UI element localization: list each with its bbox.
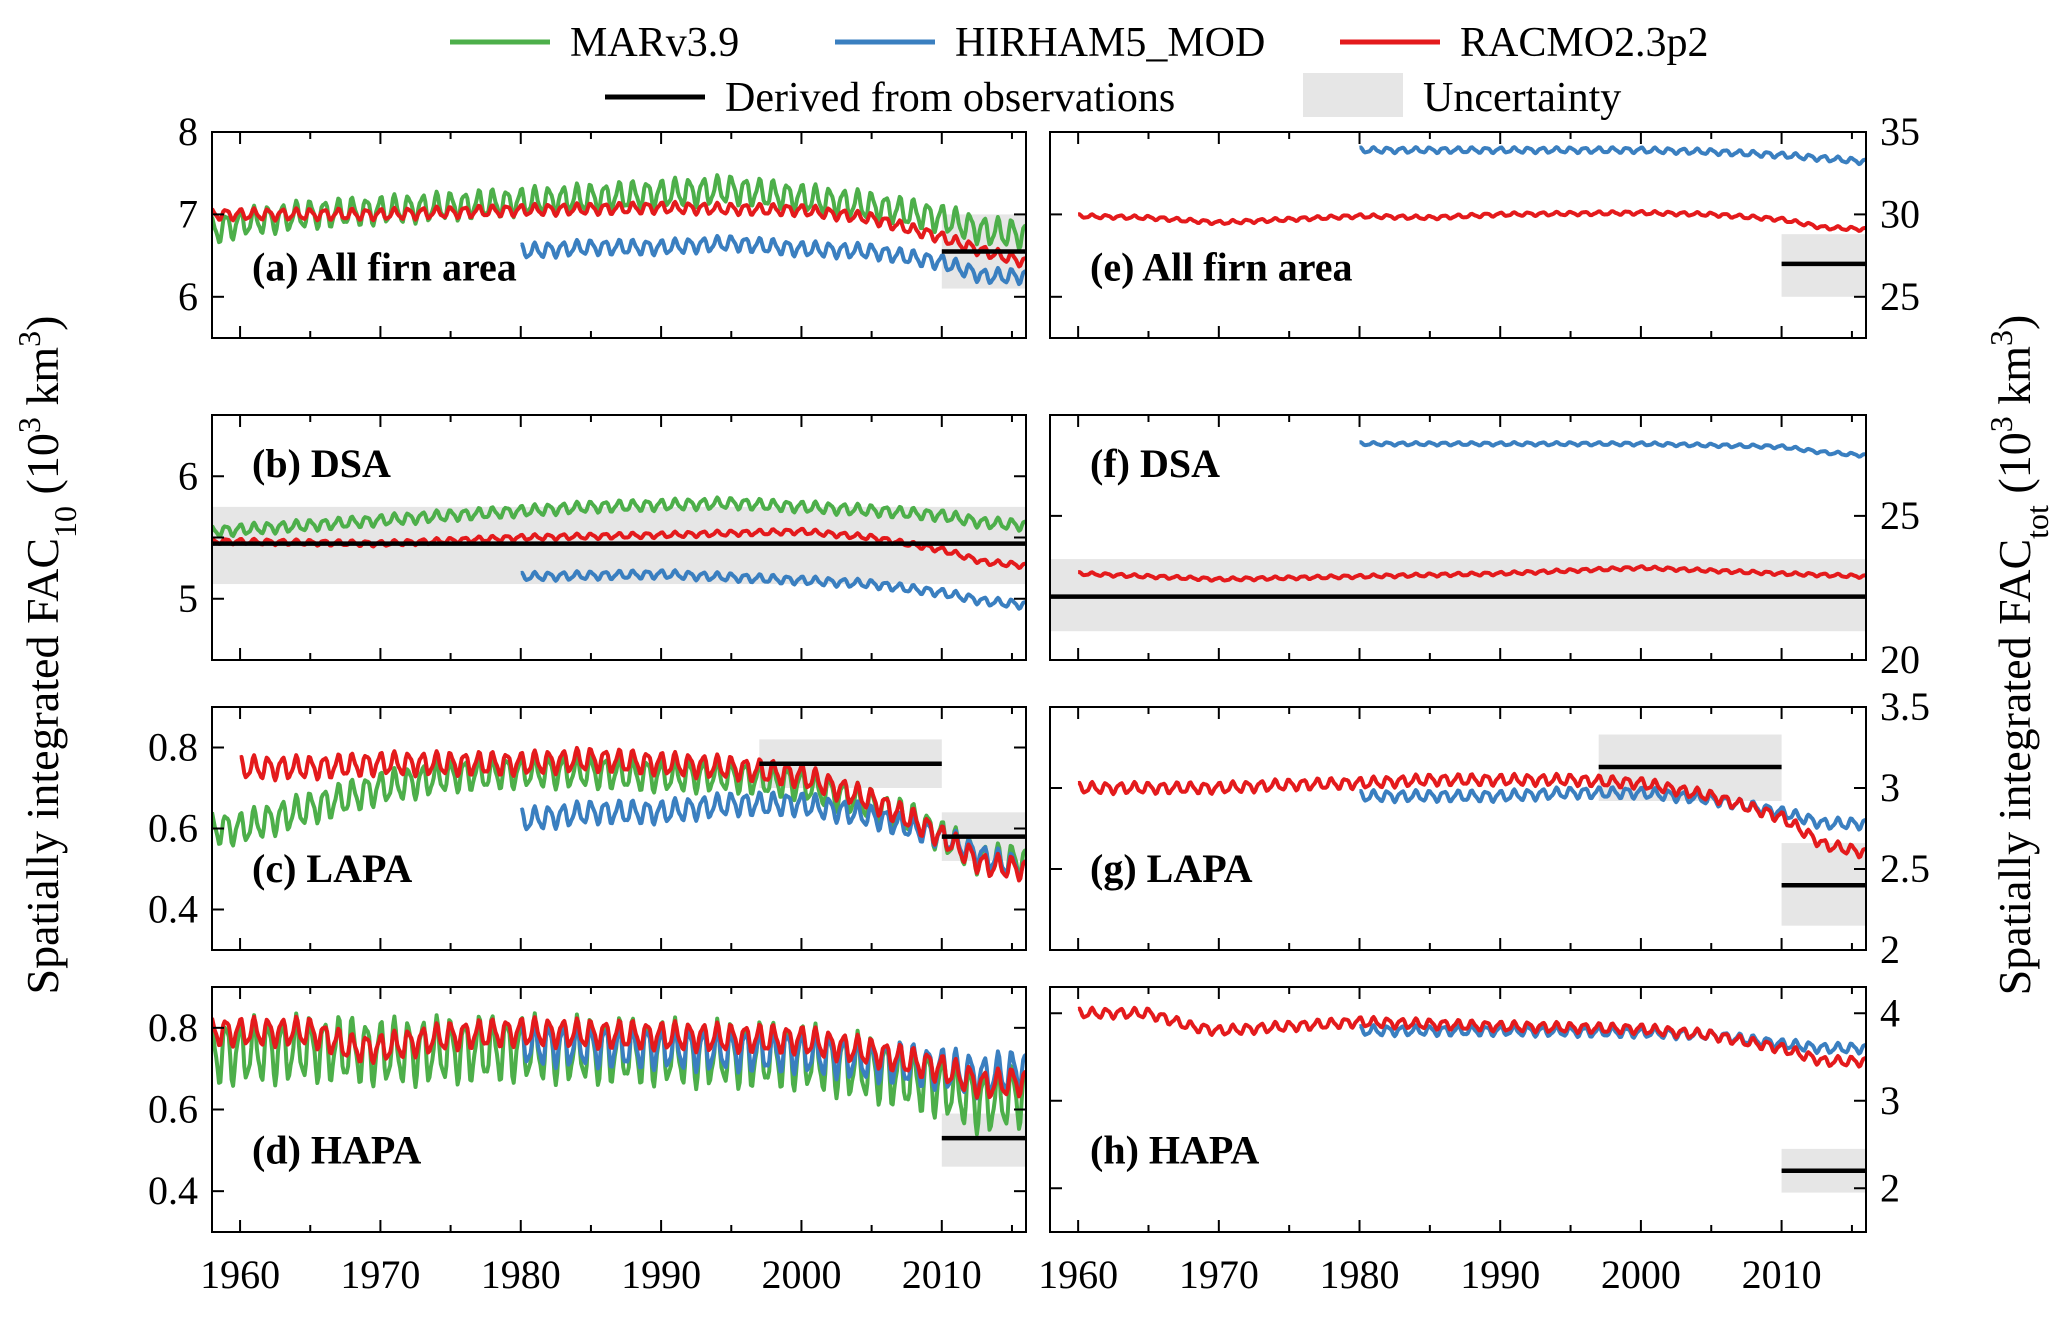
x-tick-label: 1960 [1038, 1252, 1118, 1297]
series-mar-d [212, 1011, 1026, 1137]
panel-g: 2 2.5 3 3.5 (g) LAPA [1049, 684, 1930, 972]
panel-label-c: (c) LAPA [252, 846, 412, 891]
panel-h: 2 3 4 (h) HAPA 1960 1970 1980 1990 2000 2010 [1038, 986, 1900, 1297]
panel-c: 0.4 0.6 0.8 (c) LAPA [148, 706, 1027, 951]
y-tick-label: 0.4 [148, 887, 198, 932]
legend-swatch-unc [1303, 73, 1403, 117]
legend-label-mar: MARv3.9 [570, 20, 739, 66]
x-tick-label: 2000 [761, 1252, 841, 1297]
panel-label-d: (d) HAPA [252, 1127, 421, 1172]
x-tick-label: 2010 [1742, 1252, 1822, 1297]
y-tick-label: 0.6 [148, 1087, 198, 1132]
y-tick-label: 8 [178, 109, 198, 154]
y-tick-label: 25 [1880, 274, 1920, 319]
y-tick-label: 2 [1880, 1165, 1900, 1210]
y-tick-label: 0.8 [148, 725, 198, 770]
y-tick-label: 6 [178, 274, 198, 319]
y-tick-label: 35 [1880, 109, 1920, 154]
x-tick-label: 1990 [621, 1252, 701, 1297]
series-hirham-f [1358, 440, 1866, 459]
series-hirham-b [520, 568, 1026, 611]
panel-frame-e [1049, 131, 1867, 339]
panel-b: 5 6 (b) DSA [178, 414, 1027, 661]
panel-f: 20 25 (f) DSA [1049, 414, 1920, 682]
x-tick-label: 1980 [1320, 1252, 1400, 1297]
series-racmo-g [1077, 771, 1866, 860]
x-tick-label: 2000 [1601, 1252, 1681, 1297]
y-tick-label: 0.4 [148, 1168, 198, 1213]
series-racmo-d [212, 1014, 1026, 1100]
y-tick-label: 2 [1880, 927, 1900, 972]
x-tick-label: 1960 [200, 1252, 280, 1297]
right-axis-title: Spatially integrated FACtot (103 km3) [1983, 315, 2055, 996]
series-hirham-g [1358, 785, 1866, 832]
y-tick-label: 6 [178, 453, 198, 498]
legend-label-unc: Uncertainty [1423, 75, 1621, 121]
y-tick-label: 4 [1880, 990, 1900, 1035]
series-racmo-c [239, 745, 1026, 883]
panel-frame-f [1049, 414, 1867, 661]
y-tick-label: 3 [1880, 1078, 1900, 1123]
legend-label-obs: Derived from observations [725, 75, 1175, 121]
panel-label-a: (a) All firn area [252, 244, 517, 289]
panel-label-e: (e) All firn area [1090, 244, 1353, 289]
y-tick-label: 7 [178, 191, 198, 236]
series-racmo-h [1077, 1005, 1866, 1069]
y-tick-label: 2.5 [1880, 846, 1930, 891]
panel-label-f: (f) DSA [1090, 441, 1220, 486]
y-tick-label: 0.6 [148, 806, 198, 851]
series-hirham-e [1358, 145, 1866, 167]
panel-frame-a [211, 131, 1027, 339]
legend: MARv3.9 HIRHAM5_MOD RACMO2.3p2 Derived from… [450, 20, 1709, 121]
panels: 6 7 8 (a) All firn area 5 6 (b) DSA 0.4 0.6 0.8 (c… [148, 109, 1930, 1297]
x-tick-label: 1990 [1460, 1252, 1540, 1297]
panel-a: 6 7 8 (a) All firn area [178, 109, 1027, 339]
series-racmo-a [212, 199, 1026, 269]
panel-label-b: (b) DSA [252, 441, 391, 486]
panel-frame-h [1049, 986, 1867, 1233]
x-tick-label: 1970 [1179, 1252, 1259, 1297]
legend-label-racmo: RACMO2.3p2 [1460, 20, 1709, 66]
x-tick-label: 2010 [902, 1252, 982, 1297]
y-tick-label: 20 [1880, 637, 1920, 682]
panel-e: 25 30 35 (e) All firn area [1049, 109, 1920, 339]
y-tick-label: 5 [178, 576, 198, 621]
y-tick-label: 3.5 [1880, 684, 1930, 729]
y-tick-label: 0.8 [148, 1005, 198, 1050]
series-racmo-f [1077, 564, 1866, 583]
legend-label-hirham: HIRHAM5_MOD [955, 20, 1265, 66]
x-tick-label: 1970 [340, 1252, 420, 1297]
series-racmo-e [1077, 209, 1866, 233]
y-tick-label: 3 [1880, 765, 1900, 810]
panel-label-h: (h) HAPA [1090, 1127, 1259, 1172]
series-mar-b [212, 495, 1026, 539]
panel-label-g: (g) LAPA [1090, 846, 1253, 891]
y-tick-label: 30 [1880, 191, 1920, 236]
x-tick-label: 1980 [481, 1252, 561, 1297]
left-axis-title: Spatially integrated FAC10 (103 km3) [11, 316, 83, 995]
panel-frame-g [1049, 706, 1867, 951]
series-hirham-a [520, 233, 1026, 287]
panel-d: 0.4 0.6 0.8 (d) HAPA 1960 1970 1980 1990 2000 201… [148, 986, 1027, 1297]
y-tick-label: 25 [1880, 493, 1920, 538]
